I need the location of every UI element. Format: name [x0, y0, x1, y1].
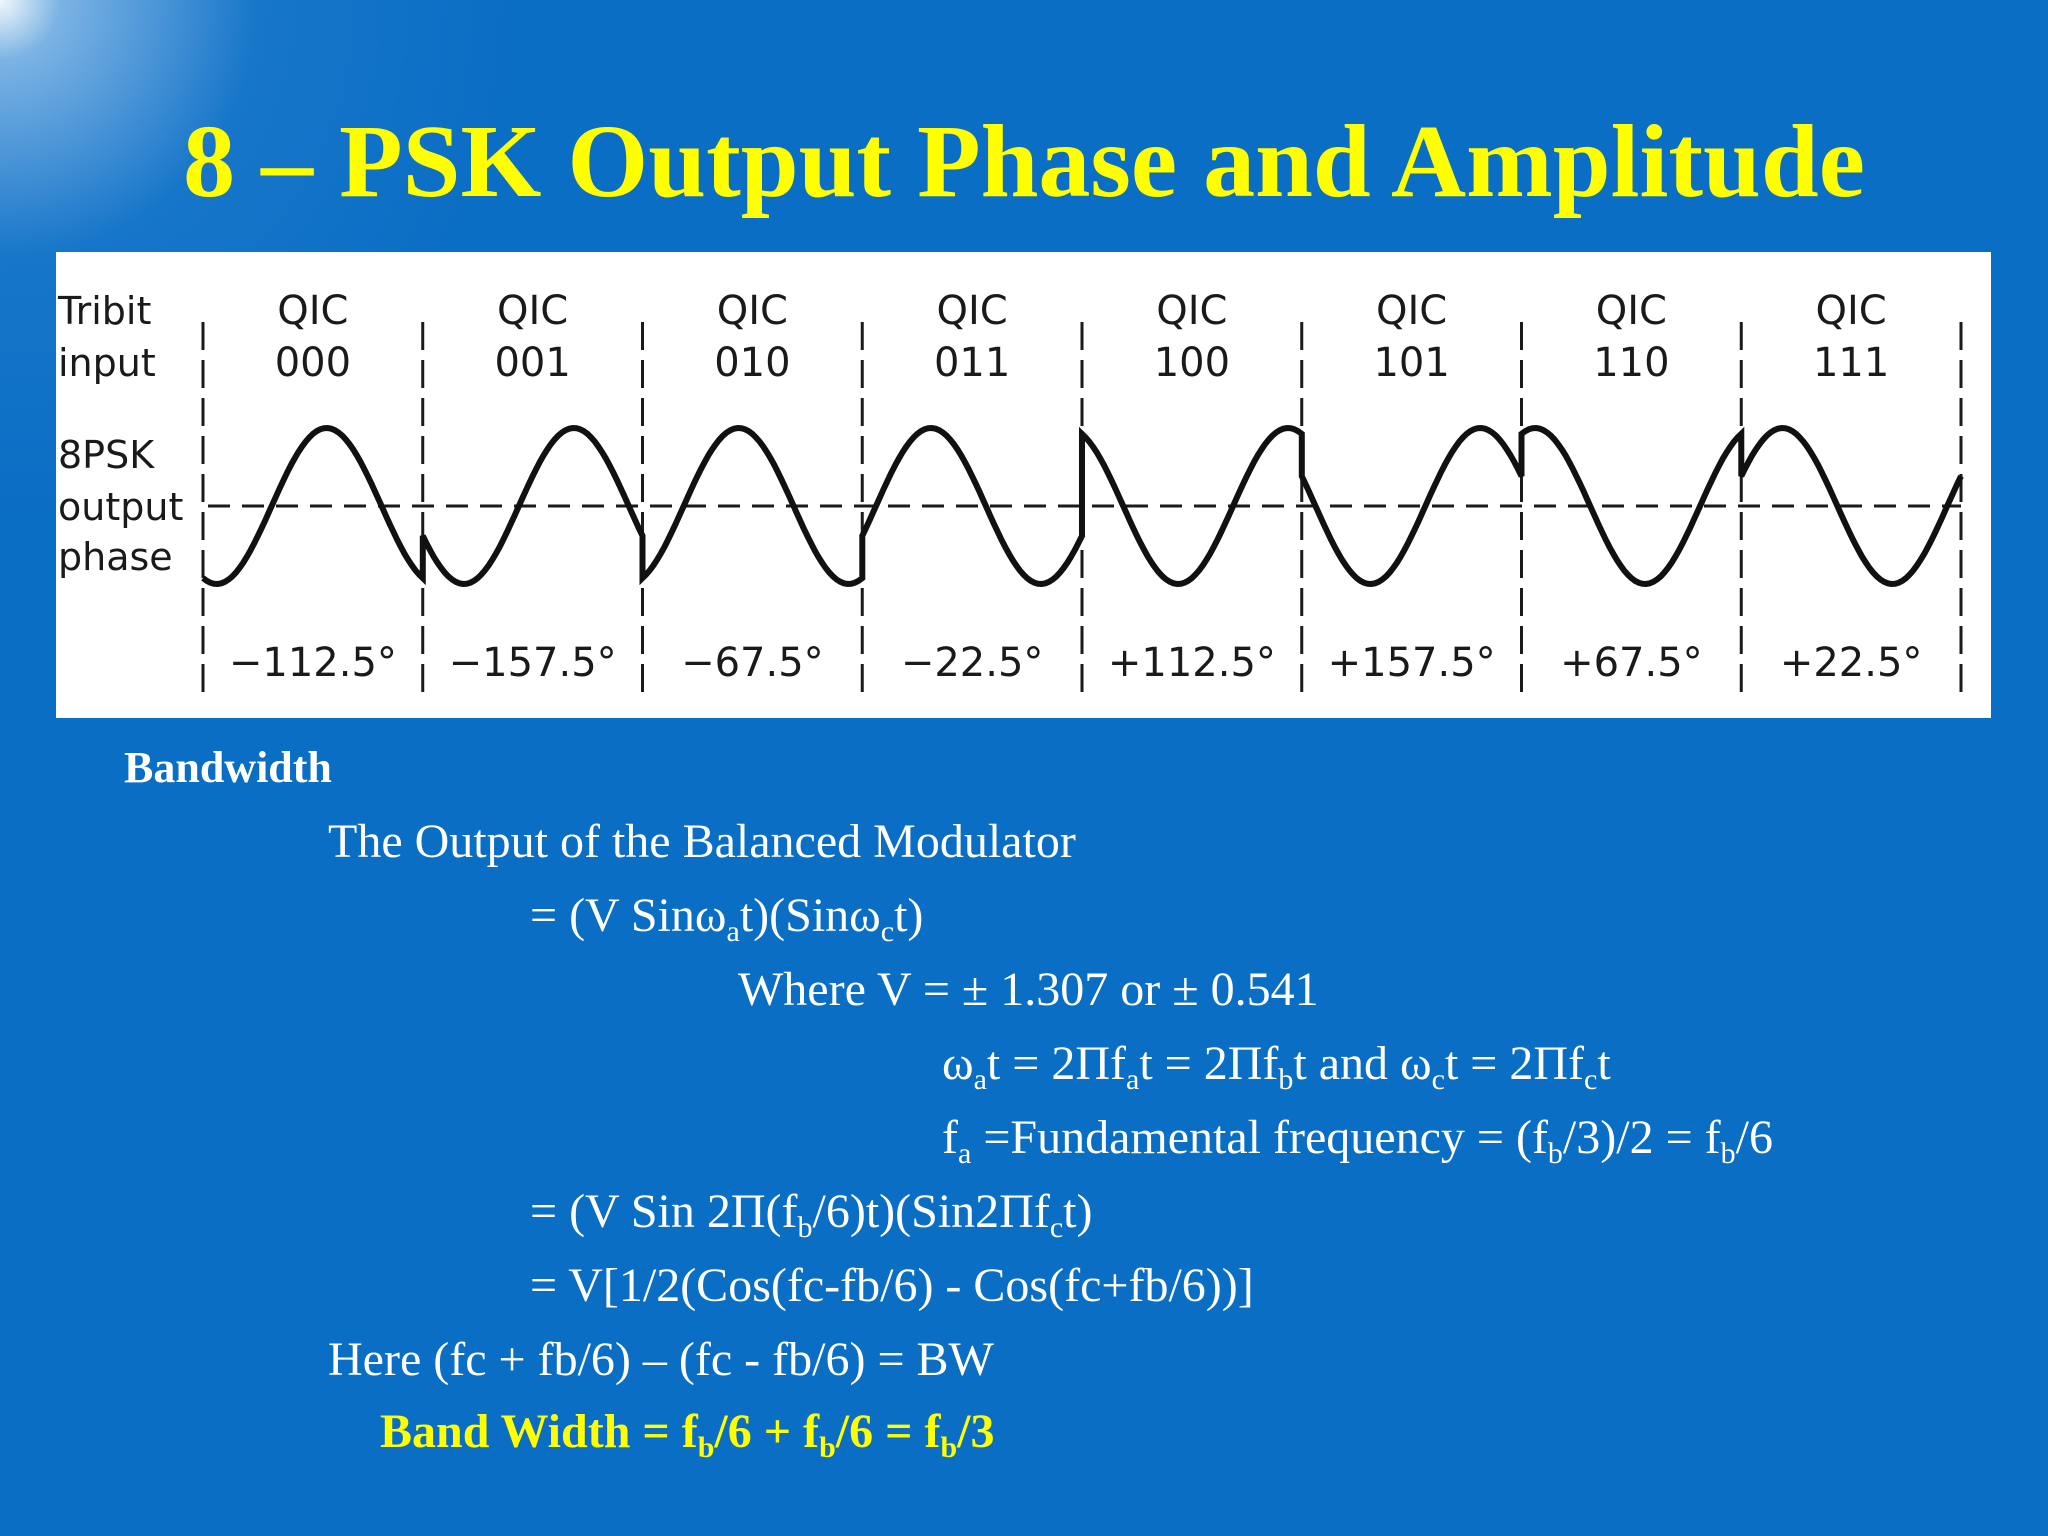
eq-line-5-part: f: [942, 1111, 958, 1164]
eq-line-1: The Output of the Balanced Modulator: [328, 815, 1076, 868]
eq-line-8: Here (fc + fb/6) – (fc - fb/6) = BW: [328, 1333, 994, 1386]
qic-label: QIC: [937, 288, 1008, 334]
qic-label: QIC: [1156, 288, 1227, 334]
output-label-line3: phase: [58, 535, 173, 579]
bandwidth-result-part: Band Width = f: [380, 1405, 698, 1458]
bandwidth-result-part: /3: [957, 1405, 995, 1458]
qic-label: QIC: [717, 288, 788, 334]
eq-line-4-part: t = 2Πf: [1444, 1037, 1584, 1090]
slide-title: 8 – PSK Output Phase and Amplitude: [183, 104, 1865, 219]
qic-label: QIC: [1376, 288, 1447, 334]
phase-label: −112.5°: [229, 640, 397, 686]
eq-line-5-sub: a: [957, 1137, 972, 1170]
tribit-label-line1: Tribit: [57, 289, 151, 333]
phase-label: −22.5°: [901, 640, 1044, 686]
eq-line-6: = (V Sin 2Π(fb/6)t)(Sin2Πfct): [530, 1184, 1093, 1243]
eq-line-4-sub: c: [1584, 1063, 1598, 1096]
eq-line-4-part: t = 2Πf: [1139, 1037, 1279, 1090]
eq-line-2-sub: a: [726, 915, 740, 948]
eq-line-2: = (V Sinωat)(Sinωct): [530, 888, 924, 947]
phase-label: +112.5°: [1108, 640, 1276, 686]
eq-line-5: fa =Fundamental frequency = (fb/3)/2 = f…: [942, 1110, 1773, 1169]
eq-line-4-sub: a: [973, 1063, 987, 1096]
bandwidth-result: Band Width = fb/6 + fb/6 = fb/3: [380, 1404, 995, 1463]
bandwidth-result-sub: b: [940, 1431, 958, 1464]
tribit-code: 000: [275, 340, 351, 386]
psk-output-wave: [201, 424, 1964, 588]
eq-line-2-sub: c: [880, 915, 895, 948]
eq-line-4-sub: c: [1431, 1063, 1445, 1096]
eq-line-7: = V[1/2(Cos(fc-fb/6) - Cos(fc+fb/6))]: [530, 1259, 1254, 1312]
bandwidth-result-sub: b: [697, 1431, 715, 1464]
tribit-code: 100: [1154, 340, 1230, 386]
eq-line-5-sub: b: [1720, 1137, 1736, 1170]
eq-line-4-part: t and ω: [1293, 1037, 1432, 1090]
eq-line-4: ωat = 2Πfat = 2Πfbt and ωct = 2Πfct: [942, 1036, 1611, 1095]
eq-line-5-part: =Fundamental frequency = (f: [971, 1111, 1548, 1164]
qic-label: QIC: [1596, 288, 1667, 334]
eq-line-5-part: /3)/2 = f: [1562, 1111, 1721, 1164]
eq-line-4-sub: b: [1278, 1063, 1294, 1096]
column-labels: QIC 000 −112.5° QIC 001 −157.5° QIC 010 −67.5° QI…: [229, 288, 1923, 686]
eq-line-2-part: t): [894, 889, 924, 942]
tribit-code: 101: [1373, 340, 1449, 386]
psk-figure: Tribit input 8PSK output phase QIC 000 −11…: [56, 252, 1991, 718]
phase-label: +22.5°: [1780, 640, 1923, 686]
tribit-code: 110: [1593, 340, 1669, 386]
tribit-code: 001: [494, 340, 570, 386]
eq-line-2-part: t)(Sinω: [739, 889, 881, 942]
tribit-code: 011: [934, 340, 1010, 386]
eq-line-4-part: ω: [942, 1037, 974, 1090]
eq-line-4-part: t: [1597, 1037, 1611, 1090]
phase-label: +157.5°: [1328, 640, 1496, 686]
tribit-code: 111: [1813, 340, 1889, 386]
eq-line-4-part: t = 2Πf: [986, 1037, 1126, 1090]
psk-waveform-diagram: Tribit input 8PSK output phase QIC 000 −11…: [57, 288, 1964, 692]
output-label-line2: output: [58, 485, 183, 529]
eq-line-6-sub: b: [797, 1211, 813, 1244]
eq-line-4-sub: a: [1125, 1063, 1140, 1096]
qic-label: QIC: [1816, 288, 1887, 334]
eq-line-6-sub: c: [1049, 1211, 1064, 1244]
eq-line-2-part: = (V Sinω: [530, 889, 727, 942]
tribit-code: 010: [714, 340, 790, 386]
bandwidth-heading: Bandwidth: [124, 743, 332, 792]
eq-line-3: Where V = ± 1.307 or ± 0.541: [738, 963, 1319, 1016]
phase-label: −157.5°: [449, 640, 617, 686]
bandwidth-result-part: /6 = f: [835, 1405, 941, 1458]
eq-line-5-part: /6: [1735, 1111, 1773, 1164]
phase-label: +67.5°: [1560, 640, 1703, 686]
column-dividers: [201, 322, 1963, 692]
output-label-line1: 8PSK: [58, 433, 155, 477]
tribit-label-line2: input: [58, 341, 156, 385]
bandwidth-result-part: /6 + f: [714, 1405, 820, 1458]
qic-label: QIC: [497, 288, 568, 334]
phase-label: −67.5°: [681, 640, 824, 686]
eq-line-6-part: /6)t)(Sin2Πf: [812, 1185, 1050, 1238]
eq-line-5-sub: b: [1547, 1137, 1563, 1170]
qic-label: QIC: [277, 288, 348, 334]
eq-line-6-part: t): [1063, 1185, 1093, 1238]
bandwidth-result-sub: b: [819, 1431, 836, 1464]
eq-line-6-part: = (V Sin 2Π(f: [530, 1185, 798, 1238]
